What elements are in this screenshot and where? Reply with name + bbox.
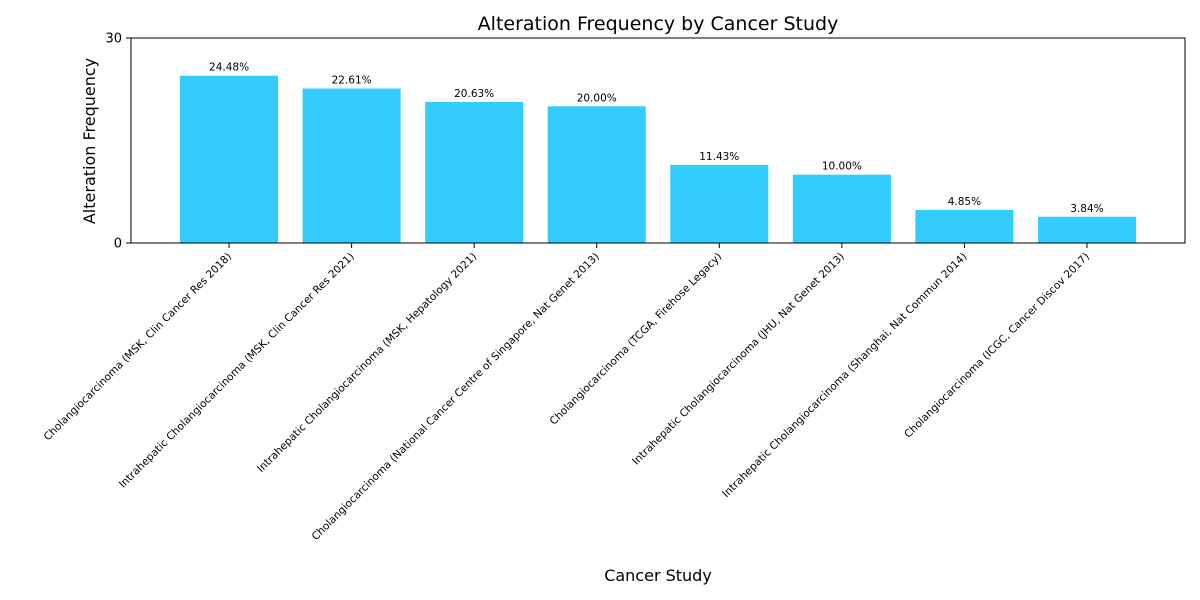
bar bbox=[180, 75, 279, 243]
x-tick-label: Intrahepatic Cholangiocarcinoma (MSK, He… bbox=[255, 251, 479, 475]
x-tick-label: Intrahepatic Cholangiocarcinoma (MSK, Cl… bbox=[117, 251, 357, 491]
bar bbox=[670, 164, 769, 243]
y-tick-label: 30 bbox=[105, 32, 122, 47]
bars-group bbox=[180, 75, 1136, 243]
x-tick-label: Cholangiocarcinoma (ICGC, Cancer Discov … bbox=[902, 251, 1092, 441]
bar-value-label: 20.63% bbox=[454, 88, 494, 100]
y-axis-label: Alteration Frequency bbox=[80, 58, 99, 224]
bar-value-label: 22.61% bbox=[332, 75, 372, 87]
bar bbox=[425, 102, 524, 243]
bar bbox=[302, 88, 401, 243]
value-labels-group: 24.48% 22.61% 20.63% 20.00% 11.43% 10.00% 4.85… bbox=[209, 62, 1104, 215]
bar-value-label: 11.43% bbox=[699, 151, 739, 163]
bar bbox=[1037, 216, 1136, 243]
x-tick-label: Intrahepatic Cholangiocarcinoma (Shangha… bbox=[720, 251, 969, 500]
plot-frame bbox=[130, 37, 1186, 244]
x-axis-label: Cancer Study bbox=[604, 566, 712, 585]
bar-value-label: 10.00% bbox=[822, 161, 862, 173]
bar bbox=[547, 106, 646, 243]
x-tick-label: Cholangiocarcinoma (MSK, Clin Cancer Res… bbox=[42, 251, 235, 444]
y-axis: 0 30 bbox=[105, 32, 131, 252]
bar-value-label: 4.85% bbox=[948, 196, 981, 208]
bar-value-label: 24.48% bbox=[209, 62, 249, 74]
y-tick-label: 0 bbox=[114, 237, 122, 252]
bar bbox=[915, 209, 1014, 243]
bar-value-label: 3.84% bbox=[1070, 203, 1103, 215]
chart-title: Alteration Frequency by Cancer Study bbox=[478, 13, 839, 35]
x-tick-label: Cholangiocarcinoma (National Cancer Cent… bbox=[310, 251, 602, 543]
bar-value-label: 20.00% bbox=[577, 92, 617, 104]
bar bbox=[792, 174, 891, 243]
x-tick-label: Intrahepatic Cholangiocarcinoma (JHU, Na… bbox=[630, 251, 847, 468]
x-axis: Cholangiocarcinoma (MSK, Clin Cancer Res… bbox=[42, 243, 1092, 543]
